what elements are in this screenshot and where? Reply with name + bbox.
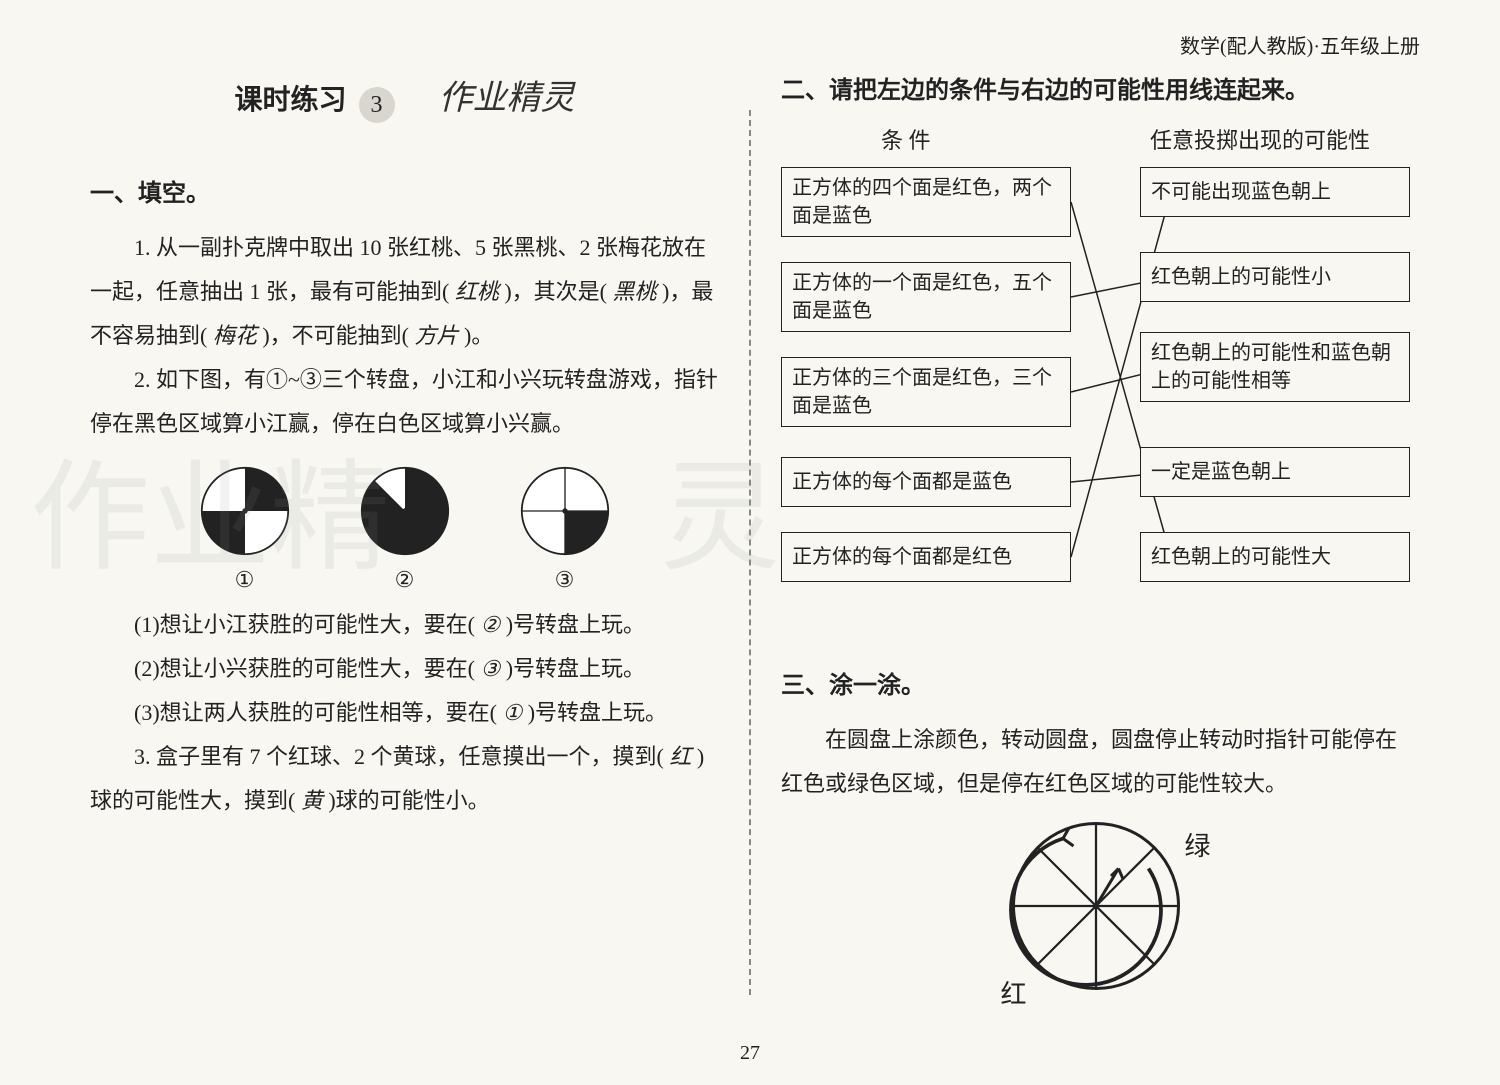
match-column-headers: 条 件 任意投掷出现的可能性	[781, 123, 1410, 155]
lesson-title: 课时练习	[234, 85, 346, 116]
spinner-2: ②	[360, 466, 450, 593]
wheel-red-label: 红	[1001, 974, 1027, 1011]
spinner-2-label: ②	[360, 567, 450, 593]
q1-answer-3: 梅花	[213, 323, 257, 348]
question-2-3: (3)想让两人获胜的可能性相等，要在( ① )号转盘上玩。	[90, 691, 719, 735]
color-wheel: 绿 红	[986, 816, 1206, 1001]
question-1: 1. 从一副扑克牌中取出 10 张红桃、5 张黑桃、2 张梅花放在一起，任意抽出…	[90, 226, 719, 358]
match-right-item: 红色朝上的可能性小	[1140, 252, 1410, 302]
match-left-item: 正方体的每个面都是蓝色	[781, 457, 1071, 507]
left-column: 课时练习 3 作业精灵 一、填空。 1. 从一副扑克牌中取出 10 张红桃、5 …	[60, 40, 749, 1055]
q2-2-text: (2)想让小兴获胜的可能性大，要在(	[134, 656, 475, 681]
match-left-item: 正方体的四个面是红色，两个面是蓝色	[781, 167, 1071, 237]
q1-text: )。	[464, 323, 493, 348]
match-right-item: 不可能出现蓝色朝上	[1140, 167, 1410, 217]
match-right-item: 红色朝上的可能性大	[1140, 532, 1410, 582]
q2-3-answer: ①	[502, 700, 522, 725]
spinner-row: ① ② ③	[90, 466, 719, 593]
question-2-2: (2)想让小兴获胜的可能性大，要在( ③ )号转盘上玩。	[90, 647, 719, 691]
q3-answer-2: 黄	[301, 788, 323, 813]
q1-answer-1: 红桃	[455, 279, 499, 304]
match-right-item: 红色朝上的可能性和蓝色朝上的可能性相等	[1140, 332, 1410, 402]
q1-answer-4: 方片	[415, 323, 459, 348]
spinner-3: ③	[520, 466, 610, 593]
question-2: 2. 如下图，有①~③三个转盘，小江和小兴玩转盘游戏，指针停在黑色区域算小江赢，…	[90, 358, 719, 446]
q3-text: 3. 盒子里有 7 个红球、2 个黄球，任意摸出一个，摸到(	[134, 744, 664, 769]
match-right-header: 任意投掷出现的可能性	[1150, 123, 1370, 155]
q2-3-text: (3)想让两人获胜的可能性相等，要在(	[134, 700, 497, 725]
match-right-item: 一定是蓝色朝上	[1140, 447, 1410, 497]
q2-3-text: )号转盘上玩。	[528, 700, 667, 725]
right-column: 二、请把左边的条件与右边的可能性用线连起来。 条 件 任意投掷出现的可能性 正方…	[751, 40, 1440, 1055]
lesson-number: 3	[359, 87, 395, 123]
matching-area: 正方体的四个面是红色，两个面是蓝色 正方体的一个面是红色，五个面是蓝色 正方体的…	[781, 167, 1410, 647]
page-number: 27	[740, 1042, 760, 1065]
q1-answer-2: 黑桃	[613, 279, 657, 304]
page-container: 课时练习 3 作业精灵 一、填空。 1. 从一副扑克牌中取出 10 张红桃、5 …	[0, 0, 1500, 1085]
match-left-header: 条 件	[881, 123, 931, 155]
handwritten-note: 作业精灵	[439, 80, 575, 117]
section-1-heading: 一、填空。	[90, 173, 719, 208]
section-3-text: 在圆盘上涂颜色，转动圆盘，圆盘停止转动时指针可能停在红色或绿色区域，但是停在红色…	[781, 718, 1410, 806]
match-left-item: 正方体的三个面是红色，三个面是蓝色	[781, 357, 1071, 427]
q3-answer-1: 红	[669, 744, 691, 769]
q1-text: )，不可能抽到(	[262, 323, 409, 348]
q2-2-text: )号转盘上玩。	[506, 656, 645, 681]
section-3-heading: 三、涂一涂。	[781, 665, 1410, 700]
question-2-1: (1)想让小江获胜的可能性大，要在( ② )号转盘上玩。	[90, 603, 719, 647]
spinner-3-label: ③	[520, 567, 610, 593]
spinner-1: ①	[200, 466, 290, 593]
match-left-item: 正方体的每个面都是红色	[781, 532, 1071, 582]
q1-text: )，其次是(	[504, 279, 607, 304]
q2-1-answer: ②	[480, 612, 500, 637]
q2-1-text: )号转盘上玩。	[506, 612, 645, 637]
spinner-1-label: ①	[200, 567, 290, 593]
q2-2-answer: ③	[480, 656, 500, 681]
match-left-item: 正方体的一个面是红色，五个面是蓝色	[781, 262, 1071, 332]
wheel-green-label: 绿	[1184, 826, 1210, 863]
q3-text: )球的可能性小。	[328, 788, 489, 813]
q2-1-text: (1)想让小江获胜的可能性大，要在(	[134, 612, 475, 637]
section-2-heading: 二、请把左边的条件与右边的可能性用线连起来。	[781, 70, 1410, 105]
header-note: 数学(配人教版)·五年级上册	[1180, 30, 1420, 59]
lesson-title-row: 课时练习 3 作业精灵	[90, 70, 719, 123]
question-3: 3. 盒子里有 7 个红球、2 个黄球，任意摸出一个，摸到( 红 )球的可能性大…	[90, 735, 719, 823]
